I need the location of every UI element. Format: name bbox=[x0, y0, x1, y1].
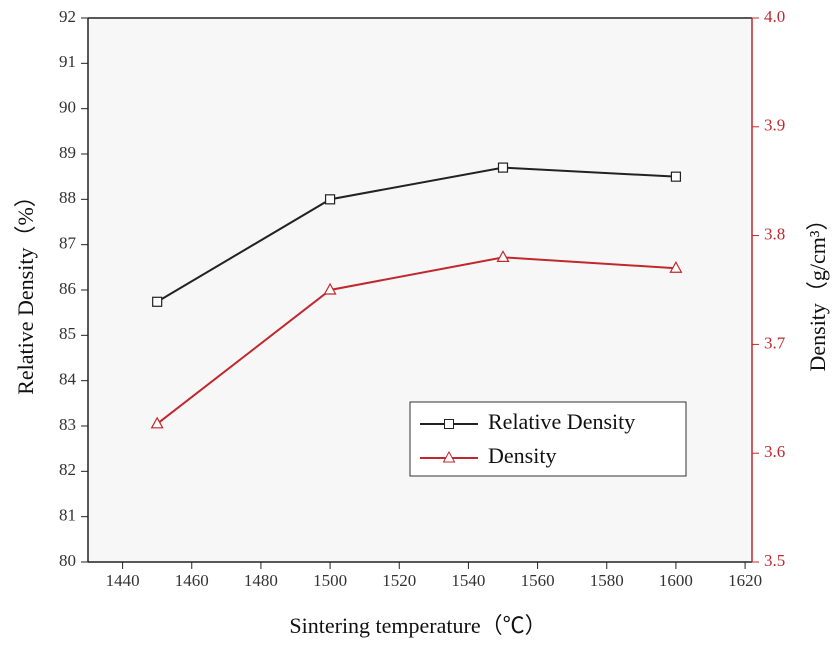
y-axis-label: Relative Density（%） bbox=[13, 185, 38, 395]
y2-tick-label: 3.6 bbox=[764, 442, 785, 461]
y-tick-label: 89 bbox=[59, 143, 76, 162]
x-tick-label: 1620 bbox=[728, 571, 762, 590]
legend-box bbox=[409, 401, 687, 477]
x-tick-label: 1600 bbox=[659, 571, 693, 590]
marker bbox=[150, 416, 164, 429]
y-tick-label: 86 bbox=[59, 279, 76, 298]
y2-tick-label: 3.8 bbox=[764, 225, 785, 244]
series-line bbox=[156, 166, 676, 303]
x-tick-label: 1480 bbox=[244, 571, 278, 590]
y-tick-label: 84 bbox=[59, 370, 77, 389]
y2-tick-label: 3.5 bbox=[764, 551, 785, 570]
marker bbox=[324, 194, 336, 205]
marker bbox=[152, 296, 163, 307]
legend-marker bbox=[444, 419, 454, 429]
marker bbox=[496, 250, 510, 262]
y-tick-label: 88 bbox=[59, 188, 76, 207]
marker bbox=[670, 171, 682, 182]
legend-label: Relative Density bbox=[488, 409, 635, 434]
y-tick-label: 80 bbox=[59, 551, 76, 570]
x-tick-label: 1560 bbox=[521, 571, 555, 590]
marker bbox=[497, 162, 509, 173]
y-tick-label: 87 bbox=[59, 234, 77, 253]
y-tick-label: 92 bbox=[59, 7, 76, 26]
y2-axis-label: Density（g/cm³） bbox=[805, 208, 830, 371]
x-axis-label: Sintering temperature（℃） bbox=[289, 613, 546, 638]
y-tick-label: 91 bbox=[59, 52, 76, 71]
y-tick-label: 85 bbox=[59, 324, 76, 343]
legend-label: Density bbox=[488, 443, 556, 468]
x-tick-label: 1500 bbox=[313, 571, 347, 590]
series-line bbox=[156, 256, 676, 425]
y2-tick-label: 3.7 bbox=[764, 333, 786, 352]
marker bbox=[323, 282, 337, 295]
x-tick-label: 1580 bbox=[590, 571, 624, 590]
x-tick-label: 1540 bbox=[451, 571, 485, 590]
plot-area bbox=[88, 18, 752, 562]
legend-marker bbox=[442, 450, 456, 463]
x-tick-label: 1460 bbox=[175, 571, 209, 590]
x-tick-label: 1440 bbox=[106, 571, 140, 590]
y-tick-label: 82 bbox=[59, 460, 76, 479]
y2-tick-label: 3.9 bbox=[764, 116, 785, 135]
y-tick-label: 81 bbox=[59, 506, 76, 525]
legend: Relative Density Density bbox=[409, 401, 687, 477]
y-tick-label: 83 bbox=[59, 415, 76, 434]
y-tick-label: 90 bbox=[59, 98, 76, 117]
y2-tick-label: 4.0 bbox=[764, 7, 785, 26]
x-tick-label: 1520 bbox=[382, 571, 416, 590]
marker bbox=[669, 260, 683, 273]
